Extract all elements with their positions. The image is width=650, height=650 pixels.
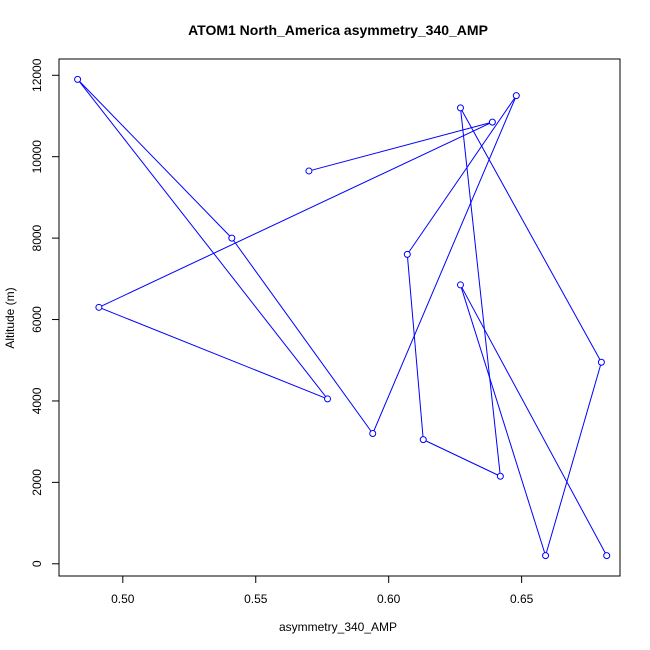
y-tick-label: 0	[30, 560, 44, 567]
series-segment	[545, 362, 602, 556]
data-point	[512, 92, 520, 100]
data-point	[456, 281, 464, 289]
series-segment	[308, 121, 493, 172]
data-point	[542, 552, 550, 560]
series-segment	[231, 237, 374, 434]
y-axis: 0 2000 4000 6000 8000 10000 12000	[30, 58, 60, 567]
data-point	[228, 234, 236, 242]
series-segment	[406, 95, 517, 255]
series-segment	[423, 439, 501, 477]
series-segment	[460, 107, 602, 363]
data-point	[603, 552, 611, 560]
x-axis: 0.50 0.55 0.60 0.65	[111, 575, 534, 606]
series-segment	[98, 306, 328, 400]
data-point	[305, 167, 313, 175]
series-segment	[98, 121, 493, 308]
y-tick-label: 6000	[30, 306, 44, 333]
series-segment	[459, 107, 501, 477]
y-tick-label: 2000	[30, 469, 44, 496]
x-axis-label: asymmetry_340_AMP	[279, 620, 397, 634]
data-point	[496, 472, 504, 480]
x-tick-label: 0.60	[377, 592, 401, 606]
plot-frame	[58, 58, 621, 577]
data-point	[74, 75, 82, 83]
data-point	[597, 358, 605, 366]
y-axis-label: Altitude (m)	[3, 287, 17, 348]
y-tick-label: 4000	[30, 387, 44, 414]
x-tick-label: 0.55	[244, 592, 268, 606]
data-point	[324, 395, 332, 403]
data-point	[403, 250, 411, 258]
data-point	[95, 303, 103, 311]
y-tick-label: 8000	[30, 224, 44, 251]
series-segment	[372, 95, 517, 434]
data-point	[456, 104, 464, 112]
series-segment	[77, 79, 328, 400]
series-segment	[77, 79, 233, 239]
data-point	[419, 436, 427, 444]
series-segment	[406, 254, 424, 440]
x-tick-label: 0.50	[111, 592, 135, 606]
data-point	[369, 430, 377, 438]
series-segment	[459, 284, 547, 556]
y-tick-label: 12000	[30, 58, 44, 92]
data-point	[488, 118, 496, 126]
data-series	[74, 75, 611, 560]
chart-title: ATOM1 North_America asymmetry_340_AMP	[188, 22, 488, 38]
x-tick-label: 0.65	[510, 592, 534, 606]
y-tick-label: 10000	[30, 140, 44, 174]
